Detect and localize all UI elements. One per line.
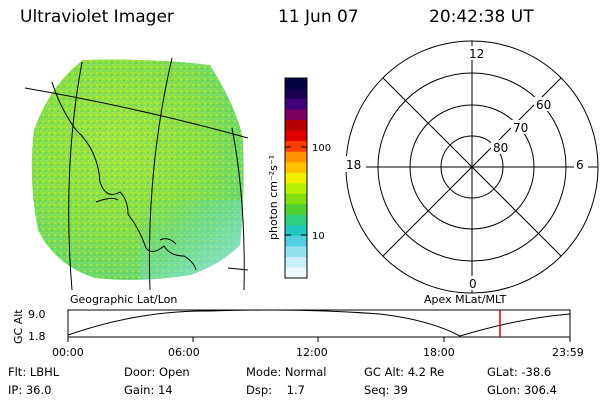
colorbar: 100 10 photon cm⁻²s⁻¹ [268, 77, 331, 279]
colorbar-cell [285, 151, 307, 163]
colorbar-cell [285, 120, 307, 132]
colorbar-tick-10: 10 [312, 231, 325, 242]
colorbar-cell [285, 225, 307, 237]
timeline-x-tick-0000: 00:00 [52, 346, 84, 359]
colorbar-cell [285, 88, 307, 100]
geographic-uv-image [24, 57, 249, 291]
mlt-label-6: 6 [576, 158, 584, 172]
lat-label-60: 60 [536, 98, 551, 112]
colorbar-cell [285, 141, 307, 153]
time-label: 20:42:38 UT [429, 7, 534, 27]
timeline-x-tick-1800: 18:00 [423, 346, 455, 359]
dsp-info: Dsp: 1.7 [246, 383, 305, 397]
glon-info: GLon: 306.4 [487, 383, 557, 397]
colorbar-cell [285, 130, 307, 142]
gain-info: Gain: 14 [124, 383, 173, 397]
colorbar-cell [285, 256, 307, 268]
mlt-label-12: 12 [469, 47, 484, 61]
colorbar-cell [285, 183, 307, 195]
timeline-x-tick-0600: 06:00 [168, 346, 200, 359]
glat-info: GLat: -38.6 [487, 365, 552, 379]
colorbar-cell [285, 78, 307, 90]
colorbar-cell [285, 235, 307, 247]
colorbar-cell [285, 246, 307, 258]
mode-info: Mode: Normal [246, 365, 327, 379]
geographic-latlon-label: Geographic Lat/Lon [70, 293, 178, 306]
colorbar-cell [285, 204, 307, 216]
colorbar-cell [285, 267, 307, 279]
apex-mlat-mlt-label: Apex MLat/MLT [424, 293, 507, 306]
filter-info: Flt: LBHL [8, 365, 60, 379]
colorbar-unit-label: photon cm⁻²s⁻¹ [268, 155, 280, 240]
timeline-x-tick-1200: 12:00 [296, 346, 328, 359]
altitude-timeline: GC Alt 9.0 1.8 [12, 308, 571, 344]
lat-label-80: 80 [493, 141, 508, 155]
timeline-y-tick-1-8: 1.8 [28, 330, 46, 343]
instrument-title: Ultraviolet Imager [20, 7, 174, 27]
seq-info: Seq: 39 [364, 383, 408, 397]
colorbar-cell [285, 162, 307, 174]
lat-label-70: 70 [513, 121, 528, 135]
gc-alt-info: GC Alt: 4.2 Re [364, 365, 445, 379]
colorbar-tick-100: 100 [312, 143, 331, 154]
timeline-x-tick-2359: 23:59 [552, 346, 584, 359]
mlt-label-0: 0 [469, 277, 477, 291]
colorbar-cell [285, 109, 307, 121]
colorbar-cell [285, 214, 307, 226]
colorbar-cell [285, 193, 307, 205]
door-info: Door: Open [124, 365, 190, 379]
colorbar-cell [285, 99, 307, 111]
colorbar-cell [285, 172, 307, 184]
timeline-axis-label: GC Alt [12, 309, 25, 344]
mlt-label-18: 18 [346, 158, 361, 172]
timeline-y-tick-9: 9.0 [28, 308, 46, 321]
ip-info: IP: 36.0 [8, 383, 52, 397]
polar-mlt-plot: 12 18 6 0 60 70 80 [344, 40, 599, 294]
date-label: 11 Jun 07 [278, 7, 359, 27]
